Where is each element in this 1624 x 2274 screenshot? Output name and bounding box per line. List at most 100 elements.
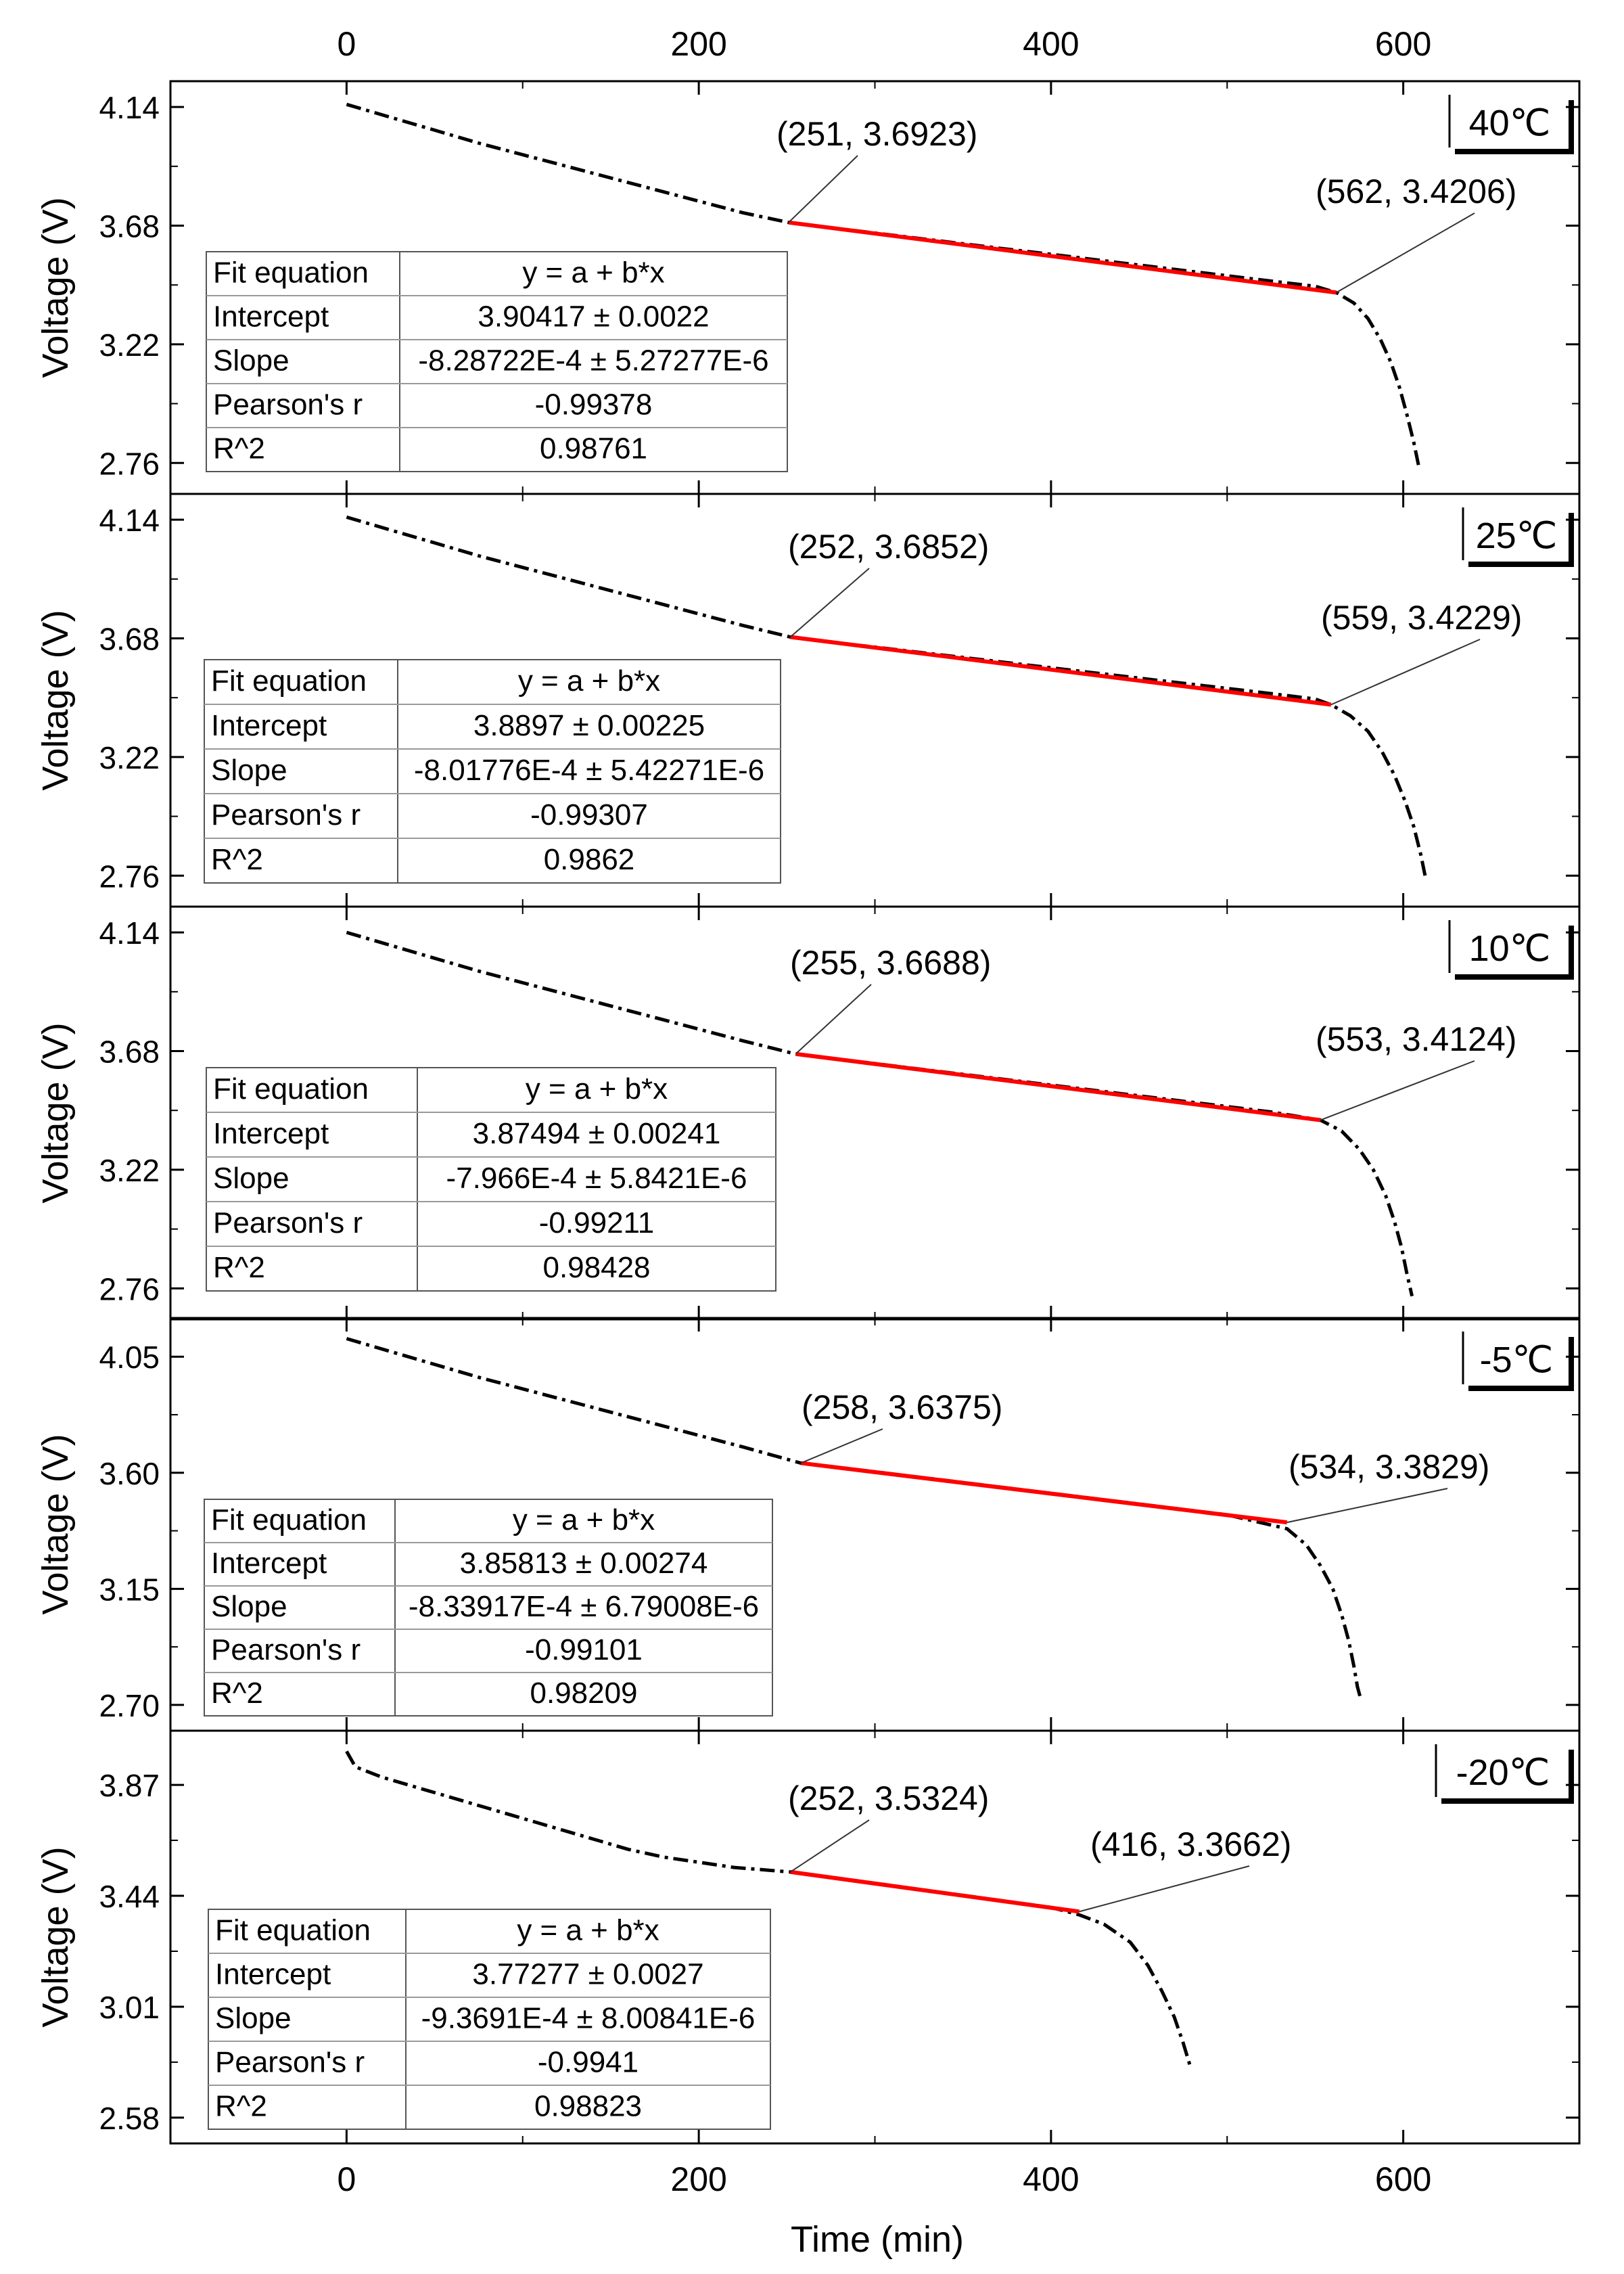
y-axis-label: Voltage (V): [35, 1022, 76, 1203]
fit-table-value: -0.9941: [538, 2046, 639, 2079]
fit-table-row-label: Pearson's r: [215, 2046, 365, 2079]
end-callout-leader: [1286, 1488, 1448, 1524]
temperature-label: -5℃: [1480, 1340, 1554, 1380]
bottom-x-tick-label: 200: [670, 2160, 726, 2198]
fit-table-row-label: Slope: [211, 754, 287, 787]
fit-table-value: 0.98823: [534, 2090, 642, 2123]
y-tick-label: 3.68: [99, 622, 160, 657]
end-callout-leader: [1320, 1060, 1475, 1121]
temperature-label: 40℃: [1469, 103, 1551, 143]
top-x-tick-label: 400: [1023, 25, 1079, 63]
fit-table-value: -0.99307: [530, 798, 648, 832]
y-tick-label: 3.22: [99, 1153, 160, 1188]
fit-line: [795, 1051, 1321, 1122]
fit-table-value: y = a + b*x: [518, 664, 660, 698]
start-point-label: (252, 3.5324): [788, 1779, 989, 1817]
temperature-label: 25℃: [1476, 516, 1558, 556]
end-callout-leader: [1336, 212, 1475, 294]
fit-table-row-label: Pearson's r: [213, 388, 363, 422]
fit-table: Fit equation y = a + b*x Intercept 3.90417 …: [206, 251, 788, 472]
fit-table-value: -8.01776E-4 ± 5.42271E-6: [414, 754, 764, 787]
fit-table-row-label: Fit equation: [215, 1914, 371, 1947]
fit-table-border: [208, 1909, 771, 2130]
fit-table: Fit equation y = a + b*x Intercept 3.8897 ±…: [204, 659, 781, 884]
y-tick-label: 2.76: [99, 859, 160, 894]
end-point-label: (559, 3.4229): [1321, 599, 1522, 637]
top-x-tick-label: 600: [1375, 25, 1431, 63]
y-tick-label: 3.22: [99, 740, 160, 775]
start-point-label: (255, 3.6688): [790, 944, 991, 982]
end-callout-leader: [1079, 1865, 1250, 1913]
fit-table-value: 3.90417 ± 0.0022: [478, 300, 709, 334]
fit-table-value: 3.77277 ± 0.0027: [472, 1958, 703, 1991]
fit-table-value: -7.966E-4 ± 5.8421E-6: [446, 1162, 747, 1195]
fit-table-row-label: Fit equation: [211, 1503, 367, 1537]
start-point-label: (258, 3.6375): [802, 1388, 1002, 1426]
fit-table-value: -0.99378: [535, 388, 653, 422]
y-tick-label: 3.68: [99, 209, 160, 244]
fit-table-value: y = a + b*x: [517, 1914, 659, 1947]
fit-table-row-label: R^2: [213, 1251, 265, 1284]
panel-3: 4.05 3.60 3.15 2.70 Voltage (V) (258, 3.6375)…: [35, 1317, 1581, 1732]
fit-table-value: y = a + b*x: [522, 256, 664, 290]
y-tick-label: 3.15: [99, 1572, 160, 1607]
fit-table-row-label: Fit equation: [213, 1072, 369, 1106]
temperature-label: -20℃: [1456, 1752, 1550, 1793]
fit-table-value: 0.98209: [530, 1677, 637, 1710]
fit-line: [800, 1461, 1288, 1525]
panel-2: 4.14 3.68 3.22 2.76 Voltage (V) (255, 3.6688)…: [35, 905, 1581, 1321]
fit-table-row-label: Pearson's r: [213, 1206, 363, 1240]
y-tick-label: 3.01: [99, 1990, 160, 2025]
bottom-x-axis: 0 200 400 600: [337, 2160, 1431, 2198]
y-tick-label: 2.70: [99, 1688, 160, 1723]
fit-table-value: -8.33917E-4 ± 6.79008E-6: [409, 1590, 759, 1623]
panel-0: 4.14 3.68 3.22 2.76 Voltage (V) (251, 3.6923)…: [35, 80, 1581, 495]
start-point-label: (252, 3.6852): [788, 528, 989, 566]
top-x-tick-label: 200: [670, 25, 726, 63]
start-callout-leader: [789, 1819, 870, 1873]
y-axis-label: Voltage (V): [35, 610, 76, 790]
fit-line: [790, 1869, 1080, 1914]
temperature-label: 10℃: [1469, 928, 1551, 969]
fit-table: Fit equation y = a + b*x Intercept 3.87494 …: [206, 1067, 776, 1292]
discharge-curve: [345, 1750, 1192, 2067]
bottom-x-tick-label: 0: [337, 2160, 356, 2198]
fit-table-row-label: Fit equation: [211, 664, 367, 698]
discharge-curve: [346, 515, 1428, 882]
fit-table-row-label: Intercept: [213, 300, 329, 334]
end-point-label: (534, 3.3829): [1289, 1448, 1489, 1486]
y-tick-label: 3.60: [99, 1456, 160, 1491]
fit-table-value: 0.98428: [542, 1251, 650, 1284]
y-tick-label: 4.14: [99, 503, 160, 538]
start-callout-leader: [795, 984, 872, 1055]
panels: 4.14 3.68 3.22 2.76 Voltage (V) (251, 3.6923)…: [35, 80, 1581, 2145]
fit-table-value: -8.28722E-4 ± 5.27277E-6: [418, 344, 768, 378]
fit-table-value: 3.8897 ± 0.00225: [473, 709, 705, 742]
fit-table-value: -9.3691E-4 ± 8.00841E-6: [421, 2002, 756, 2035]
fit-table-value: y = a + b*x: [526, 1072, 668, 1106]
fit-line: [790, 635, 1332, 707]
y-tick-label: 3.44: [99, 1879, 160, 1914]
fit-table-row-label: Intercept: [211, 709, 327, 742]
fit-table-row-label: Pearson's r: [211, 798, 361, 832]
fit-table-row-label: R^2: [213, 432, 265, 465]
fit-table-row-label: R^2: [211, 843, 263, 876]
y-axis-label: Voltage (V): [35, 1846, 76, 2027]
fit-table-value: 3.87494 ± 0.00241: [473, 1117, 721, 1150]
top-x-tick-label: 0: [337, 25, 356, 63]
y-tick-label: 3.68: [99, 1034, 160, 1070]
fit-table-value: 0.98761: [540, 432, 647, 465]
y-tick-label: 2.58: [99, 2101, 160, 2136]
x-axis-label: Time (min): [791, 2219, 964, 2260]
y-tick-label: 4.14: [99, 915, 160, 951]
fit-table-value: -0.99211: [539, 1206, 654, 1240]
fit-table-border: [204, 659, 781, 884]
fit-table-row-label: Pearson's r: [211, 1633, 361, 1666]
end-point-label: (553, 3.4124): [1316, 1020, 1516, 1058]
y-axis-label: Voltage (V): [35, 197, 76, 378]
fit-table-value: -0.99101: [525, 1633, 643, 1666]
bottom-x-tick-label: 600: [1375, 2160, 1431, 2198]
panel-1: 4.14 3.68 3.22 2.76 Voltage (V) (252, 3.6852)…: [35, 493, 1581, 908]
fit-table-row-label: Fit equation: [213, 256, 369, 290]
y-tick-label: 2.76: [99, 446, 160, 481]
